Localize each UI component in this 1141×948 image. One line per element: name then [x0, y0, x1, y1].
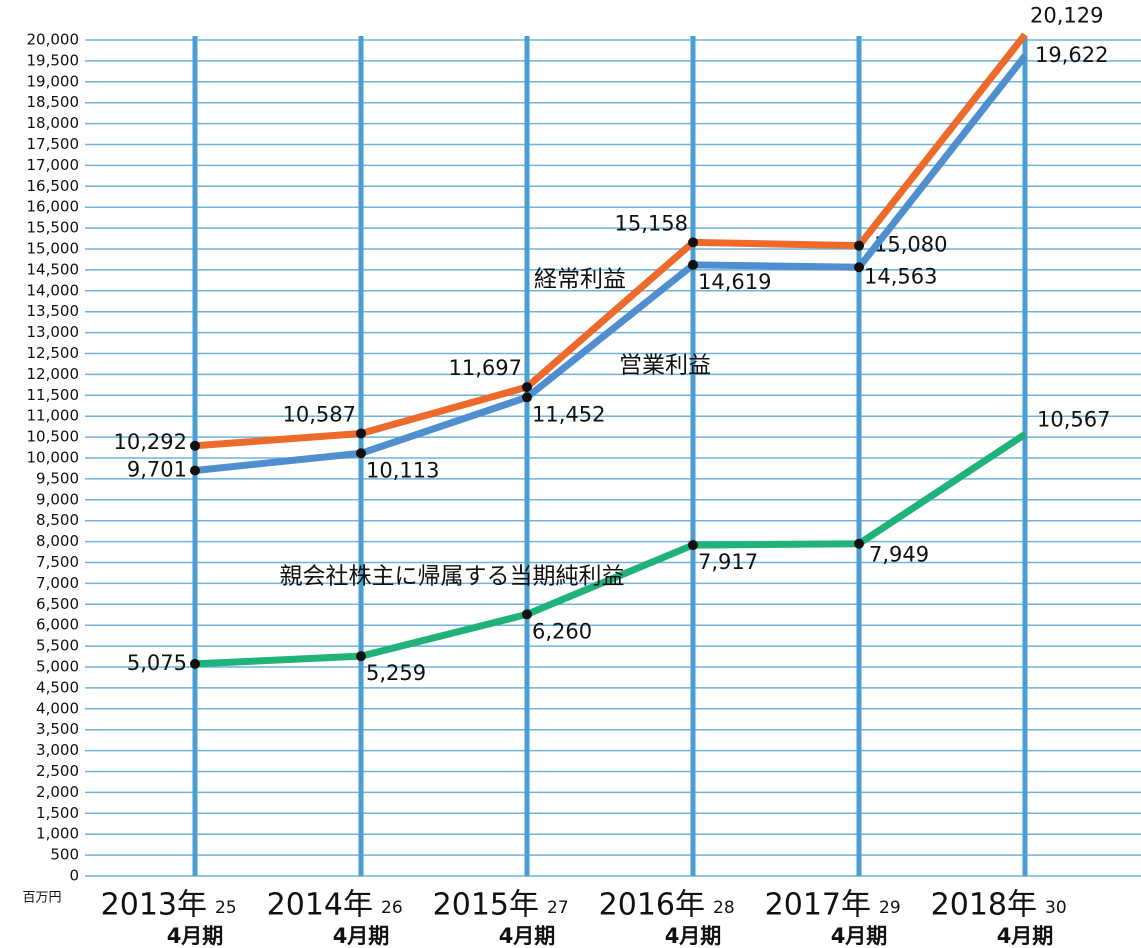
y-tick-label: 2,000: [36, 783, 79, 801]
series-line: [194, 431, 1027, 668]
series-name: 経常利益: [534, 267, 626, 293]
y-tick-label: 13,500: [27, 302, 80, 320]
y-tick-label: 13,000: [27, 323, 80, 341]
y-tick-label: 18,500: [27, 93, 80, 111]
value-label: 10,567: [1037, 407, 1110, 431]
x-tick-label: 2017年: [765, 888, 871, 923]
value-label: 7,917: [698, 550, 758, 574]
y-tick-label: 3,000: [36, 741, 79, 759]
y-tick-label: 5,000: [36, 658, 79, 676]
x-tick-sublabel: 30: [1045, 898, 1067, 918]
point: [190, 658, 200, 669]
y-tick-label: 12,500: [27, 344, 80, 362]
y-tick-label: 7,500: [36, 553, 79, 571]
value-label: 11,697: [449, 356, 522, 380]
point: [522, 382, 532, 393]
x-tick-period: 4月期: [665, 924, 722, 948]
point: [522, 392, 532, 403]
y-tick-label: 5,500: [36, 637, 79, 655]
y-tick-label: 20,000: [27, 31, 80, 49]
y-tick-label: 500: [50, 846, 79, 864]
value-label: 11,452: [532, 402, 605, 426]
y-tick-label: 6,000: [36, 616, 79, 634]
point: [688, 237, 698, 248]
y-unit: 百万円: [22, 891, 61, 906]
y-tick-label: 6,500: [36, 595, 79, 613]
value-label: 9,701: [127, 457, 187, 481]
x-tick-period: 4月期: [333, 924, 390, 948]
x-tick-label: 2014年: [267, 888, 373, 923]
value-label: 5,259: [366, 661, 426, 685]
x-tick-sublabel: 26: [381, 898, 403, 918]
y-tick-label: 9,500: [36, 469, 79, 487]
x-tick-label: 2016年: [599, 888, 705, 923]
y-tick-label: 14,500: [27, 260, 80, 278]
y-tick-label: 15,000: [27, 240, 80, 258]
value-label: 15,158: [615, 211, 688, 235]
y-tick-label: 19,500: [27, 51, 80, 69]
y-tick-label: 2,500: [36, 762, 79, 780]
point: [854, 240, 864, 251]
y-tick-label: 10,500: [27, 428, 80, 446]
y-tick-label: 1,500: [36, 804, 79, 822]
point: [854, 262, 864, 273]
y-tick-label: 18,000: [27, 114, 80, 132]
value-label: 10,292: [114, 430, 187, 454]
y-tick-label: 4,000: [36, 699, 79, 717]
x-tick-period: 4月期: [499, 924, 556, 948]
value-label: 7,949: [869, 543, 929, 567]
series-line: [194, 32, 1028, 450]
series-name: 営業利益: [619, 353, 711, 379]
x-tick-period: 4月期: [997, 924, 1054, 948]
x-tick-sublabel: 27: [547, 898, 569, 918]
point: [190, 440, 200, 451]
value-label: 10,113: [366, 458, 439, 482]
point: [854, 538, 864, 549]
point: [522, 609, 532, 620]
point: [688, 540, 698, 551]
x-tick-sublabel: 25: [215, 898, 237, 918]
point: [356, 448, 366, 459]
point: [356, 651, 366, 662]
y-tick-label: 9,000: [36, 490, 79, 508]
y-tick-label: 15,500: [27, 219, 80, 237]
value-label: 6,260: [532, 619, 592, 643]
value-label: 19,622: [1035, 43, 1108, 67]
y-tick-label: 17,000: [27, 156, 80, 174]
y-tick-label: 11,000: [27, 407, 80, 425]
y-tick-label: 4,500: [36, 678, 79, 696]
value-label: 14,619: [698, 270, 771, 294]
point: [688, 259, 698, 270]
value-label: 14,563: [864, 264, 937, 288]
y-tick-label: 12,000: [27, 365, 80, 383]
y-tick-label: 16,500: [27, 177, 80, 195]
y-tick-label: 3,500: [36, 720, 79, 738]
x-tick-label: 2013年: [101, 888, 207, 923]
y-tick-label: 17,500: [27, 135, 80, 153]
point: [356, 428, 366, 439]
y-tick-label: 19,000: [27, 72, 80, 90]
y-tick-label: 0: [69, 867, 79, 885]
y-tick-label: 7,000: [36, 574, 79, 592]
value-label: 20,129: [1030, 4, 1103, 28]
x-tick-label: 2015年: [433, 888, 539, 923]
x-tick-label: 2018年: [931, 888, 1037, 923]
value-label: 5,075: [127, 651, 187, 675]
x-tick-sublabel: 29: [879, 898, 901, 918]
y-tick-label: 11,500: [27, 386, 80, 404]
x-tick-period: 4月期: [167, 924, 224, 948]
y-tick-label: 8,000: [36, 532, 79, 550]
y-tick-label: 1,000: [36, 825, 79, 843]
y-tick-label: 8,500: [36, 511, 79, 529]
value-label: 10,587: [283, 402, 356, 426]
x-tick-period: 4月期: [831, 924, 888, 948]
x-tick-sublabel: 28: [713, 898, 735, 918]
y-tick-label: 10,000: [27, 449, 80, 467]
y-tick-label: 16,000: [27, 198, 80, 216]
series-line: [194, 53, 1028, 474]
point: [190, 465, 200, 476]
series-name: 親会社株主に帰属する当期純利益: [280, 564, 625, 590]
y-tick-label: 14,000: [27, 281, 80, 299]
